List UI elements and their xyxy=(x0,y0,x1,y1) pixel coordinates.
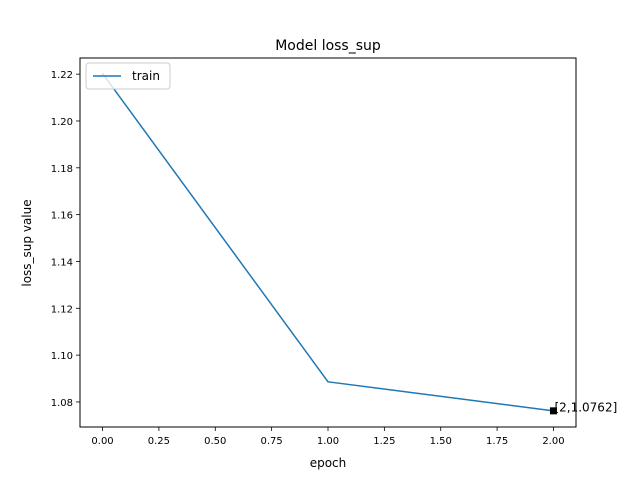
x-tick-label: 1.50 xyxy=(430,436,452,447)
y-tick-label: 1.14 xyxy=(51,257,73,268)
y-tick-label: 1.10 xyxy=(51,351,73,362)
y-tick-label: 1.20 xyxy=(51,117,73,128)
plot-area: [2,1.0762] 0.00 0.25 0.50 0.75 1.00 1.25 1.50 1.… xyxy=(51,57,617,447)
x-tick-label: 1.75 xyxy=(486,436,508,447)
x-tick-label: 0.25 xyxy=(148,436,170,447)
x-tick-label: 1.25 xyxy=(373,436,395,447)
chart-title: Model loss_sup xyxy=(275,38,381,54)
y-tick-label: 1.12 xyxy=(51,304,73,315)
data-point xyxy=(327,381,329,383)
x-tick-label: 1.00 xyxy=(317,436,339,447)
y-tick-label: 1.16 xyxy=(51,211,73,222)
y-axis-label: loss_sup value xyxy=(20,199,34,286)
x-tick-label: 0.75 xyxy=(261,436,283,447)
annotation-label: [2,1.0762] xyxy=(554,400,617,414)
x-tick-label: 0.50 xyxy=(204,436,226,447)
x-axis-label: epoch xyxy=(310,456,347,470)
annotation-marker xyxy=(549,407,557,415)
x-tick-label: 0.00 xyxy=(91,436,113,447)
legend-box xyxy=(85,62,171,90)
y-tick-label: 1.08 xyxy=(51,398,73,409)
x-tick-label: 2.00 xyxy=(542,436,564,447)
y-tick-label: 1.22 xyxy=(51,70,73,81)
legend-label: train xyxy=(132,69,160,83)
legend: train xyxy=(85,62,171,90)
y-tick-label: 1.18 xyxy=(51,164,73,175)
